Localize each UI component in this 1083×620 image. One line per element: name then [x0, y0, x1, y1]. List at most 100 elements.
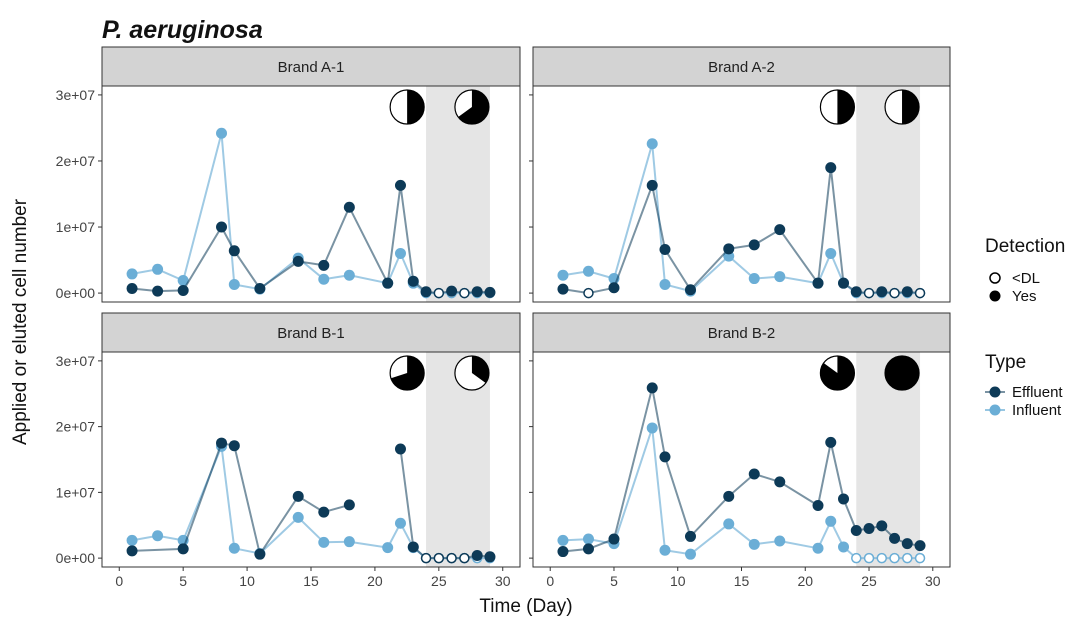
data-point: [228, 440, 240, 452]
x-tick-label: 25: [861, 573, 877, 589]
data-point: [407, 541, 419, 553]
y-tick-label: 1e+07: [56, 484, 96, 500]
data-point: [684, 284, 696, 296]
pie-slice: [458, 90, 489, 124]
pie-slice: [837, 90, 855, 124]
data-point: [292, 490, 304, 502]
data-point: [659, 243, 671, 255]
data-point: [646, 382, 658, 394]
data-point: [126, 282, 138, 294]
data-point: [177, 275, 189, 287]
data-point-below-dl: [583, 287, 594, 299]
data-point: [471, 549, 483, 561]
data-point-below-dl: [459, 287, 470, 299]
data-point: [126, 545, 138, 557]
y-tick-label: 0e+00: [56, 285, 96, 301]
data-point: [152, 285, 164, 297]
data-point: [684, 530, 696, 542]
data-point: [646, 422, 658, 434]
data-point-below-dl: [420, 552, 432, 564]
facet-strip-label: Brand A-2: [708, 59, 775, 76]
data-point: [228, 278, 240, 290]
data-point-below-dl: [889, 552, 900, 564]
data-point: [659, 278, 671, 290]
data-point: [723, 490, 735, 502]
legend-type-item-influent: Influent: [1012, 402, 1062, 419]
pie-slice: [885, 356, 920, 390]
data-point: [318, 506, 330, 518]
data-point: [318, 273, 330, 285]
data-point: [812, 277, 824, 289]
y-tick-label: 3e+07: [56, 87, 96, 103]
data-point: [216, 127, 228, 139]
data-point: [659, 544, 671, 556]
data-point: [318, 536, 330, 548]
data-point: [876, 286, 888, 298]
data-point-below-dl: [433, 552, 445, 564]
panel-border: [532, 85, 951, 303]
facet-strip: [532, 46, 951, 87]
data-point: [216, 437, 228, 449]
data-point: [471, 286, 483, 298]
legend-type-item-effluent: Effluent: [1012, 384, 1063, 401]
data-point: [446, 285, 458, 297]
legend-detection: Detection <DL Yes: [985, 236, 1065, 305]
facet-panel: Brand B-2 0 5 10 15 20 25 30: [529, 312, 951, 589]
data-point-below-dl: [446, 552, 457, 564]
data-point-below-dl: [863, 287, 875, 299]
data-point: [850, 525, 862, 537]
data-point: [646, 179, 658, 191]
y-axis-title: Applied or eluted cell number: [10, 198, 31, 445]
data-point: [774, 535, 786, 547]
data-point: [659, 451, 671, 463]
pie-slice: [902, 90, 920, 124]
data-point: [394, 443, 406, 455]
data-point: [343, 499, 355, 511]
data-point: [126, 534, 138, 546]
data-point: [684, 548, 696, 560]
data-point-below-dl: [889, 287, 900, 299]
data-point: [863, 523, 875, 535]
data-point: [557, 283, 569, 295]
facet-panels: Brand A-1 0e+00 1e+07 2e+07 3e+07 Brand A-2 Br…: [56, 46, 951, 589]
data-point: [343, 536, 355, 548]
data-point: [318, 259, 330, 271]
data-point-below-dl: [433, 287, 445, 299]
data-point-below-dl: [863, 552, 875, 564]
x-tick-label: 25: [431, 573, 447, 589]
facet-panel: Brand B-1 0e+00 1e+07 2e+07 3e+07 0 5 10 15 20 25 3…: [56, 312, 521, 589]
data-point: [774, 271, 786, 283]
y-tick-label: 2e+07: [56, 419, 96, 435]
x-tick-label: 0: [115, 573, 123, 589]
data-point: [484, 286, 496, 298]
data-point: [850, 286, 862, 298]
data-point: [748, 538, 760, 550]
legend-detection-title: Detection: [985, 236, 1065, 257]
data-point: [407, 275, 419, 287]
x-tick-label: 30: [925, 573, 941, 589]
data-point: [484, 551, 496, 563]
data-point: [608, 282, 620, 294]
x-tick-label: 10: [239, 573, 255, 589]
data-point: [876, 520, 888, 532]
data-point: [292, 255, 304, 267]
facet-strip-label: Brand B-1: [277, 325, 345, 342]
x-axis-title: Time (Day): [479, 596, 572, 617]
data-point: [177, 284, 189, 296]
data-point: [228, 245, 240, 257]
data-point: [228, 542, 240, 554]
x-tick-label: 0: [546, 573, 554, 589]
facet-strip: [101, 312, 521, 353]
data-point: [838, 493, 850, 505]
legend-detection-item-yes: Yes: [1012, 288, 1036, 305]
data-point: [126, 268, 138, 280]
data-point: [889, 532, 901, 544]
legend-type: Type Effluent Influent: [985, 352, 1063, 419]
data-point: [825, 162, 837, 174]
x-tick-label: 15: [303, 573, 319, 589]
data-point: [748, 468, 760, 480]
data-point: [723, 243, 735, 255]
legend-detection-item-dl: <DL: [1012, 270, 1040, 287]
data-point: [914, 540, 926, 552]
